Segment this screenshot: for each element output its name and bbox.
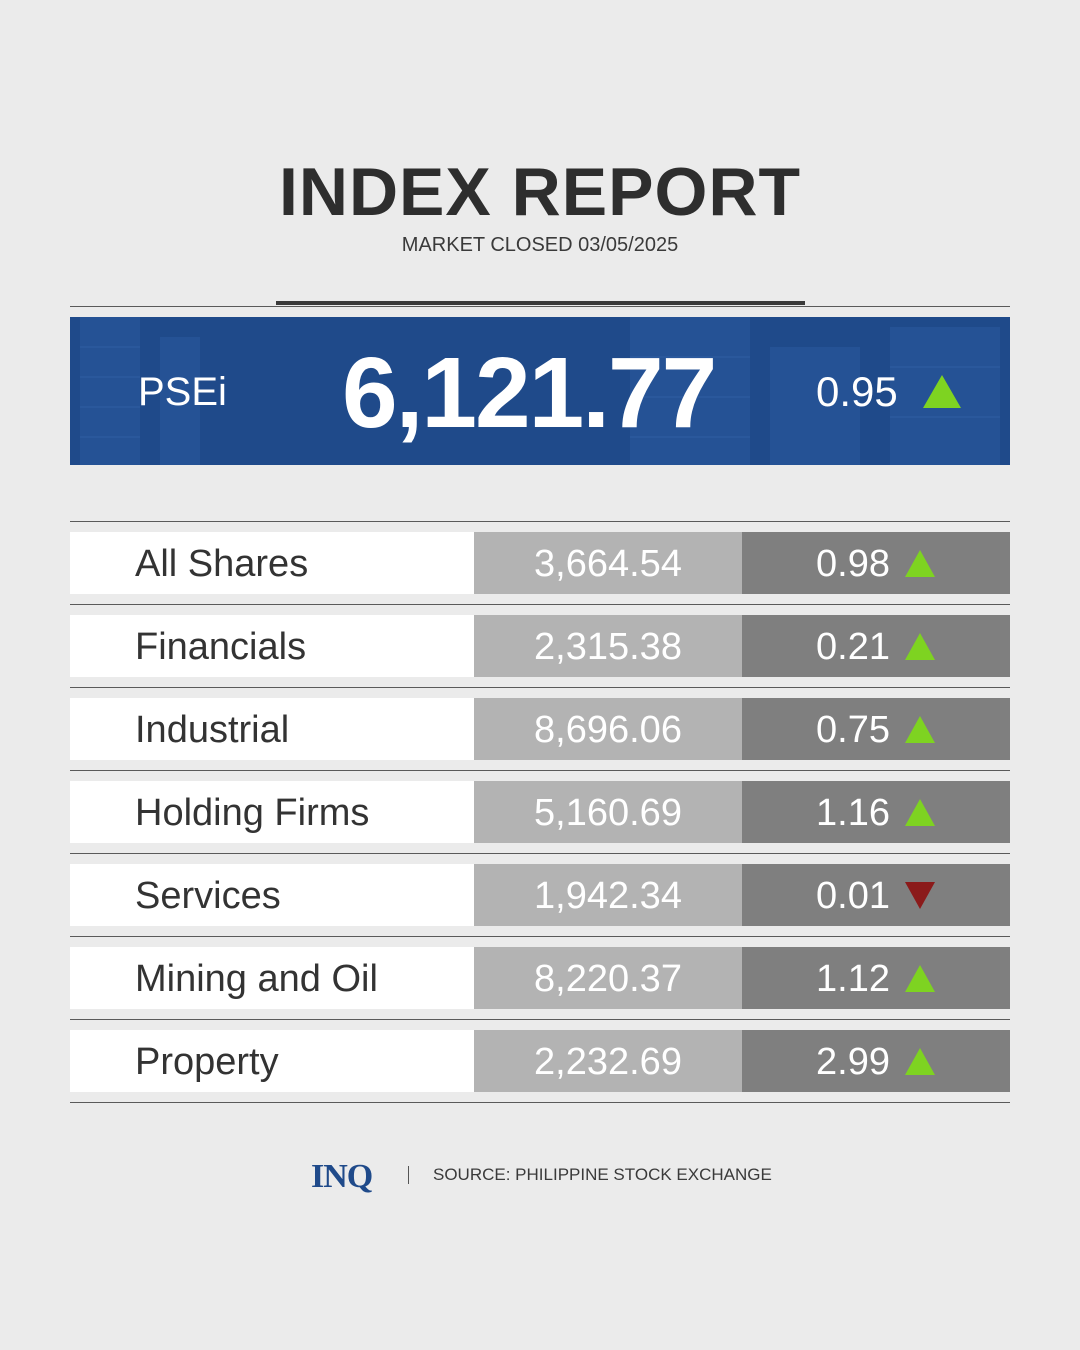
divider bbox=[70, 521, 1010, 522]
sector-change: 0.98 bbox=[816, 543, 890, 585]
sector-change-cell: 0.21 bbox=[742, 615, 1010, 677]
divider bbox=[70, 770, 1010, 771]
triangle-up-icon bbox=[905, 1048, 935, 1075]
sector-name: Mining and Oil bbox=[135, 958, 378, 1000]
psei-label: PSEi bbox=[138, 370, 227, 414]
sector-value: 5,160.69 bbox=[534, 792, 682, 834]
triangle-up-icon bbox=[905, 965, 935, 992]
triangle-up-icon bbox=[923, 375, 961, 408]
sector-value: 2,232.69 bbox=[534, 1041, 682, 1083]
sector-change: 0.21 bbox=[816, 626, 890, 668]
sector-value-cell: 8,696.06 bbox=[474, 698, 742, 760]
divider bbox=[70, 687, 1010, 688]
sector-change: 0.75 bbox=[816, 709, 890, 751]
sector-value: 1,942.34 bbox=[534, 875, 682, 917]
title-underline bbox=[276, 301, 805, 305]
sector-value: 2,315.38 bbox=[534, 626, 682, 668]
footer-separator bbox=[408, 1166, 409, 1184]
sector-name-cell: Industrial bbox=[70, 698, 474, 760]
divider bbox=[70, 604, 1010, 605]
triangle-up-icon bbox=[905, 550, 935, 577]
divider bbox=[70, 306, 1010, 307]
sector-change-cell: 2.99 bbox=[742, 1030, 1010, 1092]
triangle-up-icon bbox=[905, 633, 935, 660]
psei-change: 0.95 bbox=[816, 368, 898, 415]
sector-name: Financials bbox=[135, 626, 307, 668]
sector-row: Property 2,232.69 2.99 bbox=[70, 1030, 1010, 1092]
sector-value-cell: 5,160.69 bbox=[474, 781, 742, 843]
sector-name-cell: All Shares bbox=[70, 532, 474, 594]
sector-value-cell: 1,942.34 bbox=[474, 864, 742, 926]
sector-name-cell: Financials bbox=[70, 615, 474, 677]
inq-logo: INQ bbox=[311, 1158, 373, 1195]
sector-change-cell: 1.12 bbox=[742, 947, 1010, 1009]
psei-banner: PSEi 6,121.77 0.95 bbox=[70, 317, 1010, 465]
sector-name: Services bbox=[135, 875, 281, 917]
sector-row: Mining and Oil 8,220.37 1.12 bbox=[70, 947, 1010, 1009]
sector-name: Industrial bbox=[135, 709, 290, 751]
sector-row: Services 1,942.34 0.01 bbox=[70, 864, 1010, 926]
sector-change-cell: 0.98 bbox=[742, 532, 1010, 594]
divider bbox=[70, 853, 1010, 854]
market-status: MARKET CLOSED 03/05/2025 bbox=[401, 234, 679, 256]
sector-change: 2.99 bbox=[816, 1041, 890, 1083]
sector-change-cell: 1.16 bbox=[742, 781, 1010, 843]
sector-value-cell: 8,220.37 bbox=[474, 947, 742, 1009]
sector-change: 1.12 bbox=[816, 958, 890, 1000]
sector-value: 3,664.54 bbox=[534, 543, 682, 585]
sector-name-cell: Holding Firms bbox=[70, 781, 474, 843]
sector-name-cell: Property bbox=[70, 1030, 474, 1092]
sector-row: Financials 2,315.38 0.21 bbox=[70, 615, 1010, 677]
sector-row: All Shares 3,664.54 0.98 bbox=[70, 532, 1010, 594]
triangle-up-icon bbox=[905, 716, 935, 743]
triangle-down-icon bbox=[905, 882, 935, 909]
source-note: SOURCE: PHILIPPINE STOCK EXCHANGE bbox=[433, 1165, 772, 1184]
sector-name-cell: Mining and Oil bbox=[70, 947, 474, 1009]
divider bbox=[70, 1019, 1010, 1020]
divider bbox=[70, 1102, 1010, 1103]
divider bbox=[70, 936, 1010, 937]
footer: INQ SOURCE: PHILIPPINE STOCK EXCHANGE bbox=[0, 1156, 1080, 1196]
sector-row: Holding Firms 5,160.69 1.16 bbox=[70, 781, 1010, 843]
sector-name: Property bbox=[135, 1041, 279, 1083]
sector-change-cell: 0.01 bbox=[742, 864, 1010, 926]
sector-name-cell: Services bbox=[70, 864, 474, 926]
sector-row: Industrial 8,696.06 0.75 bbox=[70, 698, 1010, 760]
building-background bbox=[70, 317, 1010, 465]
sector-value-cell: 2,232.69 bbox=[474, 1030, 742, 1092]
sector-value-cell: 3,664.54 bbox=[474, 532, 742, 594]
sector-name: Holding Firms bbox=[135, 792, 370, 834]
sector-change: 0.01 bbox=[816, 875, 890, 917]
sector-name: All Shares bbox=[135, 543, 309, 585]
sector-value: 8,696.06 bbox=[534, 709, 682, 751]
sector-change: 1.16 bbox=[816, 792, 890, 834]
page-title: INDEX REPORT bbox=[278, 154, 802, 230]
psei-value: 6,121.77 bbox=[342, 337, 717, 449]
sector-value: 8,220.37 bbox=[534, 958, 682, 1000]
sector-value-cell: 2,315.38 bbox=[474, 615, 742, 677]
sector-change-cell: 0.75 bbox=[742, 698, 1010, 760]
triangle-up-icon bbox=[905, 799, 935, 826]
